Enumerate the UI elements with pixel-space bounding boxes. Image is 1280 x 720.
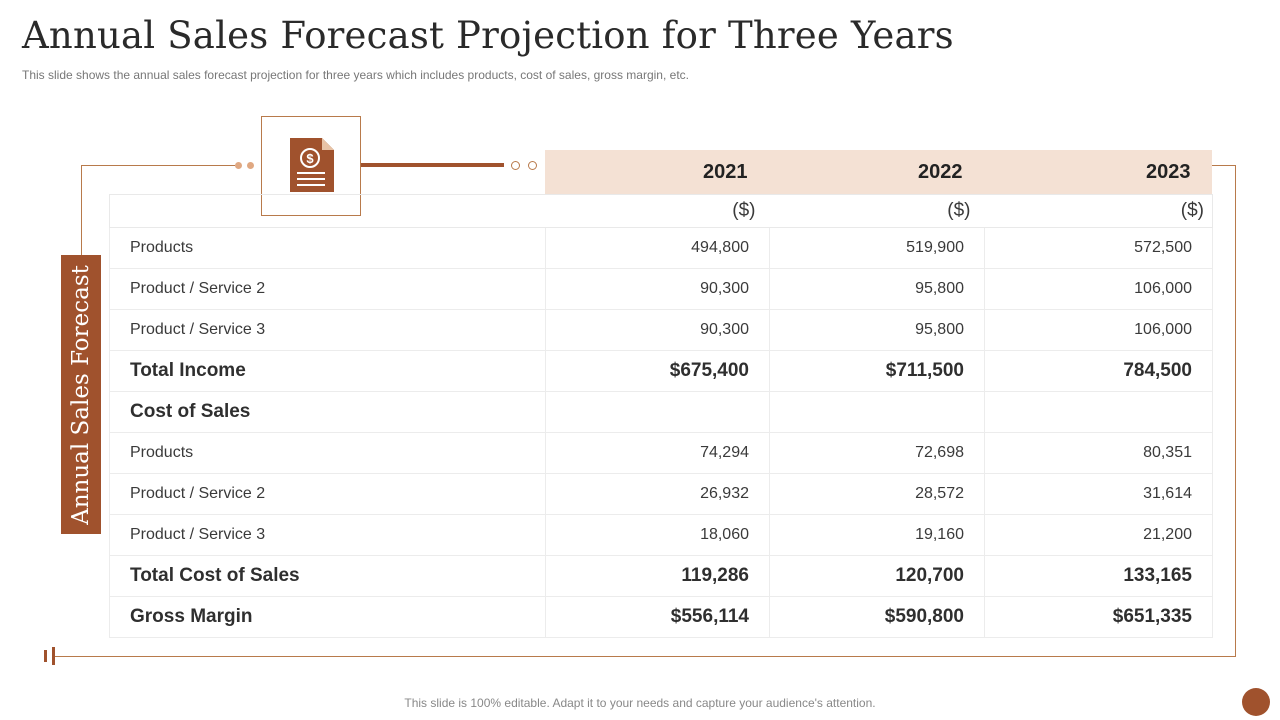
row-value: 519,900 <box>769 227 985 269</box>
row-value: 784,500 <box>984 350 1213 392</box>
row-value: 120,700 <box>769 555 985 597</box>
row-value: $651,335 <box>984 596 1213 638</box>
row-value: 19,160 <box>769 514 985 556</box>
side-label: Annual Sales Forecast <box>61 255 101 534</box>
decor-dot <box>528 161 537 170</box>
row-value: 18,060 <box>545 514 770 556</box>
row-value: 106,000 <box>984 268 1213 310</box>
unit-cell: ($) <box>769 194 985 228</box>
row-value: 106,000 <box>984 309 1213 351</box>
table-body: Products 494,800 519,900 572,500 Product / S… <box>109 227 1213 638</box>
decor-dot <box>511 161 520 170</box>
row-value: $590,800 <box>769 596 985 638</box>
row-value: 74,294 <box>545 432 770 474</box>
frame-bottom-tick <box>52 647 55 665</box>
table-row: Products 494,800 519,900 572,500 <box>109 227 1213 269</box>
row-label: Gross Margin <box>109 596 546 638</box>
table-row: Total Income $675,400 $711,500 784,500 <box>109 350 1213 392</box>
row-value <box>545 391 770 433</box>
row-label: Total Income <box>109 350 546 392</box>
year-header-band <box>545 150 1212 194</box>
decor-dot <box>235 162 242 169</box>
frame-top-right-line <box>1212 165 1236 166</box>
table-row: Product / Service 2 26,932 28,572 31,614 <box>109 473 1213 515</box>
frame-bottom-line <box>55 656 1236 657</box>
unit-row: ($) ($) ($) <box>109 194 1213 228</box>
row-value: 31,614 <box>984 473 1213 515</box>
row-label: Products <box>109 432 546 474</box>
frame-bottom-tick <box>44 650 47 662</box>
footer-note: This slide is 100% editable. Adapt it to… <box>404 696 876 710</box>
row-value: 28,572 <box>769 473 985 515</box>
year-header-row: 2021 2022 2023 <box>110 150 1213 195</box>
row-label: Product / Service 3 <box>109 514 546 556</box>
row-value: 572,500 <box>984 227 1213 269</box>
row-value: 21,200 <box>984 514 1213 556</box>
row-label: Cost of Sales <box>109 391 546 433</box>
table-row: Total Cost of Sales 119,286 120,700 133,165 <box>109 555 1213 597</box>
row-value: 119,286 <box>545 555 770 597</box>
table-row: Product / Service 3 18,060 19,160 21,200 <box>109 514 1213 556</box>
unit-cell: ($) <box>545 194 770 228</box>
row-value: $675,400 <box>545 350 770 392</box>
row-value: 133,165 <box>984 555 1213 597</box>
row-value: 90,300 <box>545 268 770 310</box>
year-header: 2022 <box>918 160 963 183</box>
row-value: 80,351 <box>984 432 1213 474</box>
page-subtitle: This slide shows the annual sales foreca… <box>22 68 689 82</box>
frame-thick-connector <box>361 163 504 167</box>
table-row: Products 74,294 72,698 80,351 <box>109 432 1213 474</box>
row-label: Products <box>109 227 546 269</box>
svg-text:$: $ <box>306 151 314 166</box>
row-value <box>984 391 1213 433</box>
row-value: 90,300 <box>545 309 770 351</box>
side-label-text: Annual Sales Forecast <box>68 264 94 525</box>
year-header: 2023 <box>1146 160 1191 183</box>
dollar-document-icon: $ <box>290 138 334 192</box>
unit-cell: ($) <box>984 194 1213 228</box>
row-value: $556,114 <box>545 596 770 638</box>
frame-right-line <box>1235 165 1236 656</box>
table-row: Product / Service 3 90,300 95,800 106,000 <box>109 309 1213 351</box>
forecast-table: 2021 2022 2023 ($) ($) ($) Products 494,8… <box>109 150 1213 638</box>
year-header: 2021 <box>703 160 748 183</box>
frame-left-line <box>81 165 82 255</box>
row-label: Product / Service 2 <box>109 268 546 310</box>
page-title: Annual Sales Forecast Projection for Thr… <box>22 14 954 57</box>
row-label: Product / Service 3 <box>109 309 546 351</box>
table-row: Cost of Sales <box>109 391 1213 433</box>
row-label: Product / Service 2 <box>109 473 546 515</box>
row-value: 494,800 <box>545 227 770 269</box>
unit-label-cell <box>109 194 546 228</box>
row-value: 95,800 <box>769 268 985 310</box>
row-value: 26,932 <box>545 473 770 515</box>
row-value: $711,500 <box>769 350 985 392</box>
row-label: Total Cost of Sales <box>109 555 546 597</box>
header-label-cell <box>110 150 546 195</box>
row-value: 72,698 <box>769 432 985 474</box>
frame-top-left-line <box>81 165 235 166</box>
corner-decor-circle <box>1242 688 1270 716</box>
decor-dot <box>247 162 254 169</box>
table-row: Gross Margin $556,114 $590,800 $651,335 <box>109 596 1213 638</box>
row-value: 95,800 <box>769 309 985 351</box>
row-value <box>769 391 985 433</box>
table-row: Product / Service 2 90,300 95,800 106,000 <box>109 268 1213 310</box>
